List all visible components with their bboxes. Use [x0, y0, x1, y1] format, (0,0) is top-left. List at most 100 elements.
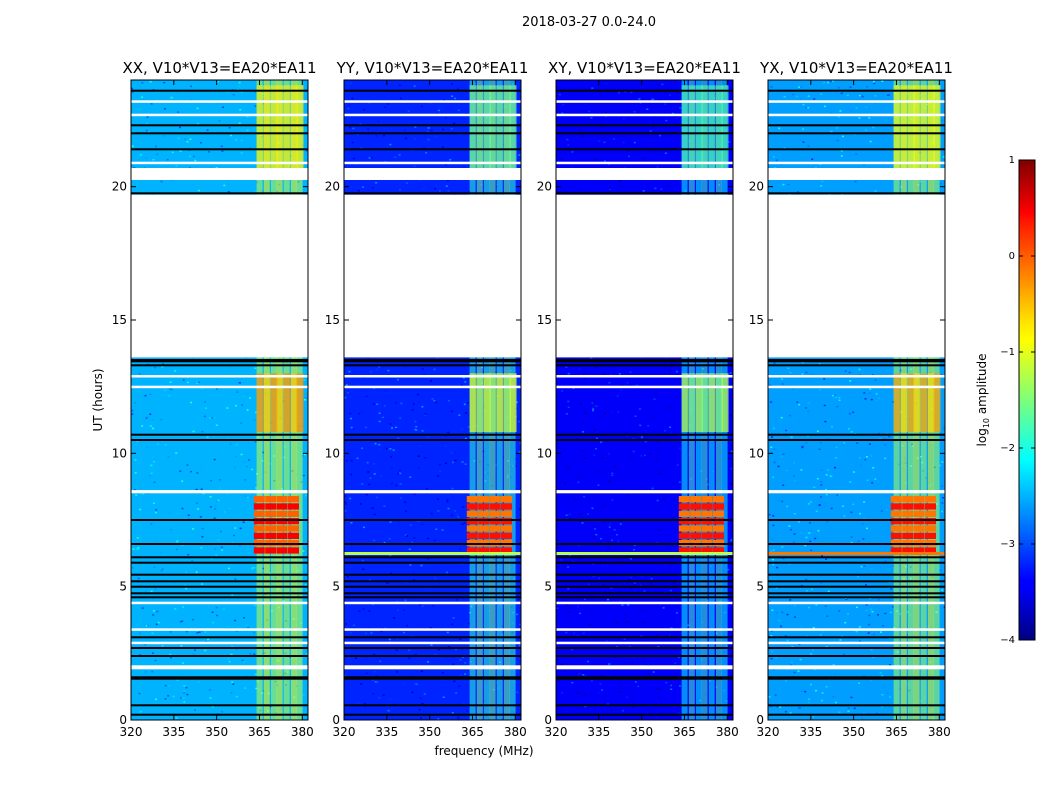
noise-cell — [557, 123, 560, 125]
rfi-block — [496, 373, 504, 432]
rfi-block — [900, 373, 908, 432]
noise-cell — [560, 693, 563, 695]
noise-cell — [591, 515, 594, 517]
y-tick-label: 0 — [756, 713, 764, 727]
noise-cell — [941, 461, 944, 463]
strong-rfi-cell — [466, 547, 478, 554]
noise-cell — [941, 510, 943, 513]
noise-cell — [629, 557, 632, 560]
noise-cell — [408, 630, 411, 633]
noise-cell — [726, 698, 729, 700]
strong-rfi-cell — [890, 518, 902, 525]
noise-cell — [585, 522, 588, 524]
noise-cell — [425, 487, 428, 490]
noise-cell — [168, 512, 171, 515]
noise-cell — [604, 111, 607, 114]
noise-cell — [651, 415, 654, 417]
noise-cell — [826, 615, 829, 617]
noise-cell — [605, 82, 608, 85]
noise-cell — [855, 606, 858, 609]
noise-cell — [409, 476, 412, 478]
noise-cell — [632, 438, 635, 440]
noise-cell — [658, 529, 661, 531]
noise-cell — [163, 81, 166, 84]
noise-cell — [609, 582, 612, 584]
noise-cell — [620, 384, 623, 387]
noise-cell — [359, 503, 362, 505]
noise-cell — [434, 653, 437, 656]
noise-cell — [836, 127, 839, 129]
flag-line — [131, 113, 308, 117]
noise-cell — [676, 612, 679, 614]
strong-rfi-cell — [913, 496, 925, 503]
noise-cell — [799, 139, 802, 141]
noise-cell — [361, 410, 364, 413]
flag-line — [131, 161, 308, 165]
noise-cell — [183, 685, 186, 687]
noise-cell — [414, 428, 417, 431]
noise-cell — [447, 190, 450, 192]
noise-cell — [141, 82, 144, 84]
strong-rfi-cell — [478, 518, 490, 525]
noise-cell — [856, 442, 859, 444]
noise-cell — [386, 103, 389, 105]
noise-cell — [805, 578, 808, 581]
noise-cell — [774, 694, 777, 696]
noise-cell — [860, 565, 863, 568]
noise-cell — [192, 528, 195, 530]
rfi-block — [907, 373, 915, 432]
strong-rfi-cell — [288, 503, 299, 510]
noise-cell — [799, 658, 802, 661]
noise-cell — [246, 409, 249, 411]
noise-cell — [240, 152, 243, 154]
noise-cell — [873, 395, 876, 397]
noise-cell — [413, 138, 416, 140]
flag-line — [768, 580, 945, 583]
noise-cell — [771, 609, 774, 611]
noise-cell — [238, 122, 241, 124]
noise-cell — [566, 444, 569, 446]
noise-cell — [134, 402, 136, 404]
noise-cell — [669, 94, 672, 96]
noise-cell — [655, 393, 658, 395]
noise-cell — [145, 157, 148, 159]
noise-cell — [669, 119, 672, 121]
y-tick-label: 5 — [119, 580, 127, 594]
strong-rfi-cell — [690, 532, 702, 539]
noise-cell — [435, 184, 437, 186]
flag-line — [768, 359, 945, 361]
noise-cell — [658, 473, 661, 475]
noise-cell — [145, 417, 148, 419]
noise-cell — [595, 366, 598, 369]
noise-cell — [889, 611, 892, 614]
noise-cell — [415, 425, 418, 428]
noise-cell — [889, 537, 892, 539]
strong-rfi-cell — [925, 532, 936, 539]
noise-cell — [868, 117, 871, 119]
noise-cell — [640, 584, 642, 587]
noise-cell — [385, 391, 388, 393]
noise-cell — [820, 469, 823, 472]
noise-cell — [821, 631, 824, 633]
noise-cell — [624, 614, 626, 617]
noise-cell — [160, 180, 163, 183]
noise-cell — [814, 166, 817, 169]
noise-cell — [144, 394, 147, 397]
noise-cell — [836, 494, 839, 497]
noise-cell — [390, 572, 393, 575]
strong-rfi-cell — [690, 525, 702, 532]
noise-cell — [518, 644, 521, 647]
y-tick-label: 15 — [749, 313, 764, 327]
noise-cell — [169, 488, 172, 490]
noise-cell — [251, 468, 254, 471]
noise-cell — [865, 584, 867, 586]
flag-line — [556, 192, 733, 195]
noise-cell — [802, 128, 805, 130]
noise-cell — [633, 141, 636, 144]
noise-cell — [678, 80, 681, 82]
noise-cell — [201, 430, 204, 433]
flag-line — [131, 677, 308, 680]
noise-cell — [775, 656, 778, 659]
noise-cell — [566, 496, 569, 499]
noise-cell — [207, 638, 210, 641]
